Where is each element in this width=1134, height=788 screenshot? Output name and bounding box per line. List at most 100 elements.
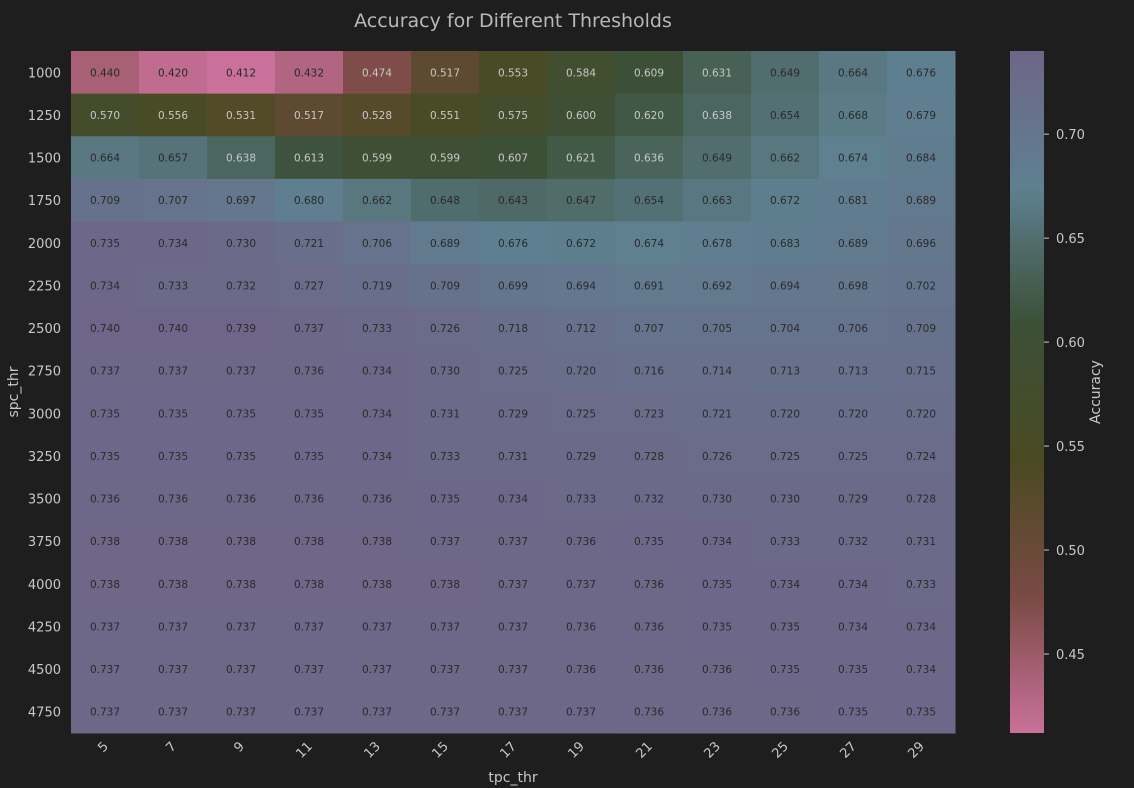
cell-value-label: 0.440 (90, 67, 120, 79)
cell-value-label: 0.737 (294, 621, 324, 633)
heatmap-cell (887, 178, 956, 222)
cell-value-label: 0.737 (362, 621, 392, 633)
cell-value-label: 0.737 (90, 664, 120, 676)
cell-value-label: 0.720 (770, 408, 800, 420)
heatmap-cell (139, 392, 208, 436)
heatmap-cell (71, 349, 140, 393)
cell-value-label: 0.736 (294, 366, 324, 378)
cell-value-label: 0.599 (430, 153, 460, 165)
cell-value-label: 0.736 (158, 494, 188, 506)
cell-value-label: 0.692 (702, 280, 732, 292)
heatmap-cell (71, 647, 140, 691)
heatmap-cell (275, 178, 344, 222)
heatmap-cell (343, 349, 412, 393)
cell-value-label: 0.735 (90, 408, 120, 420)
heatmap-cell (207, 690, 276, 734)
cell-value-label: 0.738 (226, 536, 256, 548)
heatmap-cell (207, 306, 276, 350)
heatmap-cell (207, 605, 276, 649)
heatmap-cell (343, 51, 412, 95)
cell-value-label: 0.699 (498, 280, 528, 292)
heatmap-cell (411, 647, 480, 691)
colorbar-label: Accuracy (1088, 360, 1104, 424)
cell-value-label: 0.737 (158, 621, 188, 633)
heatmap-cell (411, 690, 480, 734)
cell-value-label: 0.737 (226, 664, 256, 676)
x-tick-label: 29 (906, 739, 928, 761)
y-axis-label: spc_thr (6, 366, 22, 417)
cell-value-label: 0.689 (906, 195, 936, 207)
cell-value-label: 0.553 (498, 67, 528, 79)
cell-value-label: 0.691 (634, 280, 664, 292)
heatmap-cell (343, 519, 412, 563)
heatmap-cell (615, 306, 684, 350)
cell-value-label: 0.575 (498, 110, 528, 122)
cell-value-label: 0.736 (566, 664, 596, 676)
cell-value-label: 0.734 (838, 579, 868, 591)
cell-value-label: 0.662 (362, 195, 392, 207)
cell-value-label: 0.654 (634, 195, 664, 207)
heatmap-cell (275, 562, 344, 606)
heatmap-cell (71, 93, 140, 137)
colorbar (1010, 51, 1044, 733)
heatmap-cell (275, 647, 344, 691)
heatmap-cell (139, 221, 208, 265)
heatmap-cell (275, 221, 344, 265)
cell-value-label: 0.732 (226, 280, 256, 292)
cell-value-label: 0.737 (294, 707, 324, 719)
heatmap-cell (411, 605, 480, 649)
heatmap-cell (275, 349, 344, 393)
heatmap-cell (275, 519, 344, 563)
cell-value-label: 0.738 (90, 579, 120, 591)
cell-value-label: 0.600 (566, 110, 596, 122)
heatmap-cell (275, 51, 344, 95)
heatmap-cell (139, 136, 208, 180)
heatmap-cell (887, 519, 956, 563)
cell-value-label: 0.736 (566, 621, 596, 633)
x-tick-label: 13 (362, 739, 384, 761)
cell-value-label: 0.696 (906, 238, 936, 250)
heatmap-cell (751, 178, 820, 222)
heatmap-cell (547, 93, 616, 137)
heatmap-cell (275, 306, 344, 350)
cell-value-label: 0.729 (498, 408, 528, 420)
heatmap-cell (479, 264, 548, 308)
heatmap-cell (207, 136, 276, 180)
cell-value-label: 0.738 (158, 536, 188, 548)
cell-value-label: 0.709 (906, 323, 936, 335)
heatmap-cell (71, 477, 140, 521)
cell-value-label: 0.739 (226, 323, 256, 335)
heatmap-cell (615, 434, 684, 478)
heatmap-cell (343, 178, 412, 222)
heatmap-cell (615, 136, 684, 180)
heatmap-cell (479, 349, 548, 393)
cell-value-label: 0.709 (90, 195, 120, 207)
cell-value-label: 0.674 (634, 238, 664, 250)
cell-value-label: 0.735 (906, 707, 936, 719)
heatmap-cell (139, 349, 208, 393)
cell-value-label: 0.689 (430, 238, 460, 250)
heatmap-cell (139, 434, 208, 478)
heatmap-cell (207, 392, 276, 436)
heatmap-cell (683, 178, 752, 222)
cell-value-label: 0.733 (566, 494, 596, 506)
cell-value-label: 0.727 (294, 280, 324, 292)
heatmap-cell (479, 51, 548, 95)
cell-value-label: 0.737 (362, 707, 392, 719)
cell-value-label: 0.647 (566, 195, 596, 207)
cell-value-label: 0.735 (702, 579, 732, 591)
heatmap-cell (479, 477, 548, 521)
y-tick-label: 2250 (28, 279, 61, 294)
heatmap-cell (887, 221, 956, 265)
cell-value-label: 0.672 (566, 238, 596, 250)
x-tick-label: 27 (838, 739, 860, 761)
heatmap-cell (411, 562, 480, 606)
y-tick-label: 4500 (28, 663, 61, 678)
heatmap-cell (683, 477, 752, 521)
cell-value-label: 0.735 (90, 451, 120, 463)
heatmap-cell (411, 51, 480, 95)
heatmap-cell (275, 434, 344, 478)
cell-value-label: 0.725 (770, 451, 800, 463)
heatmap-cell (139, 519, 208, 563)
heatmap-cell (819, 264, 888, 308)
